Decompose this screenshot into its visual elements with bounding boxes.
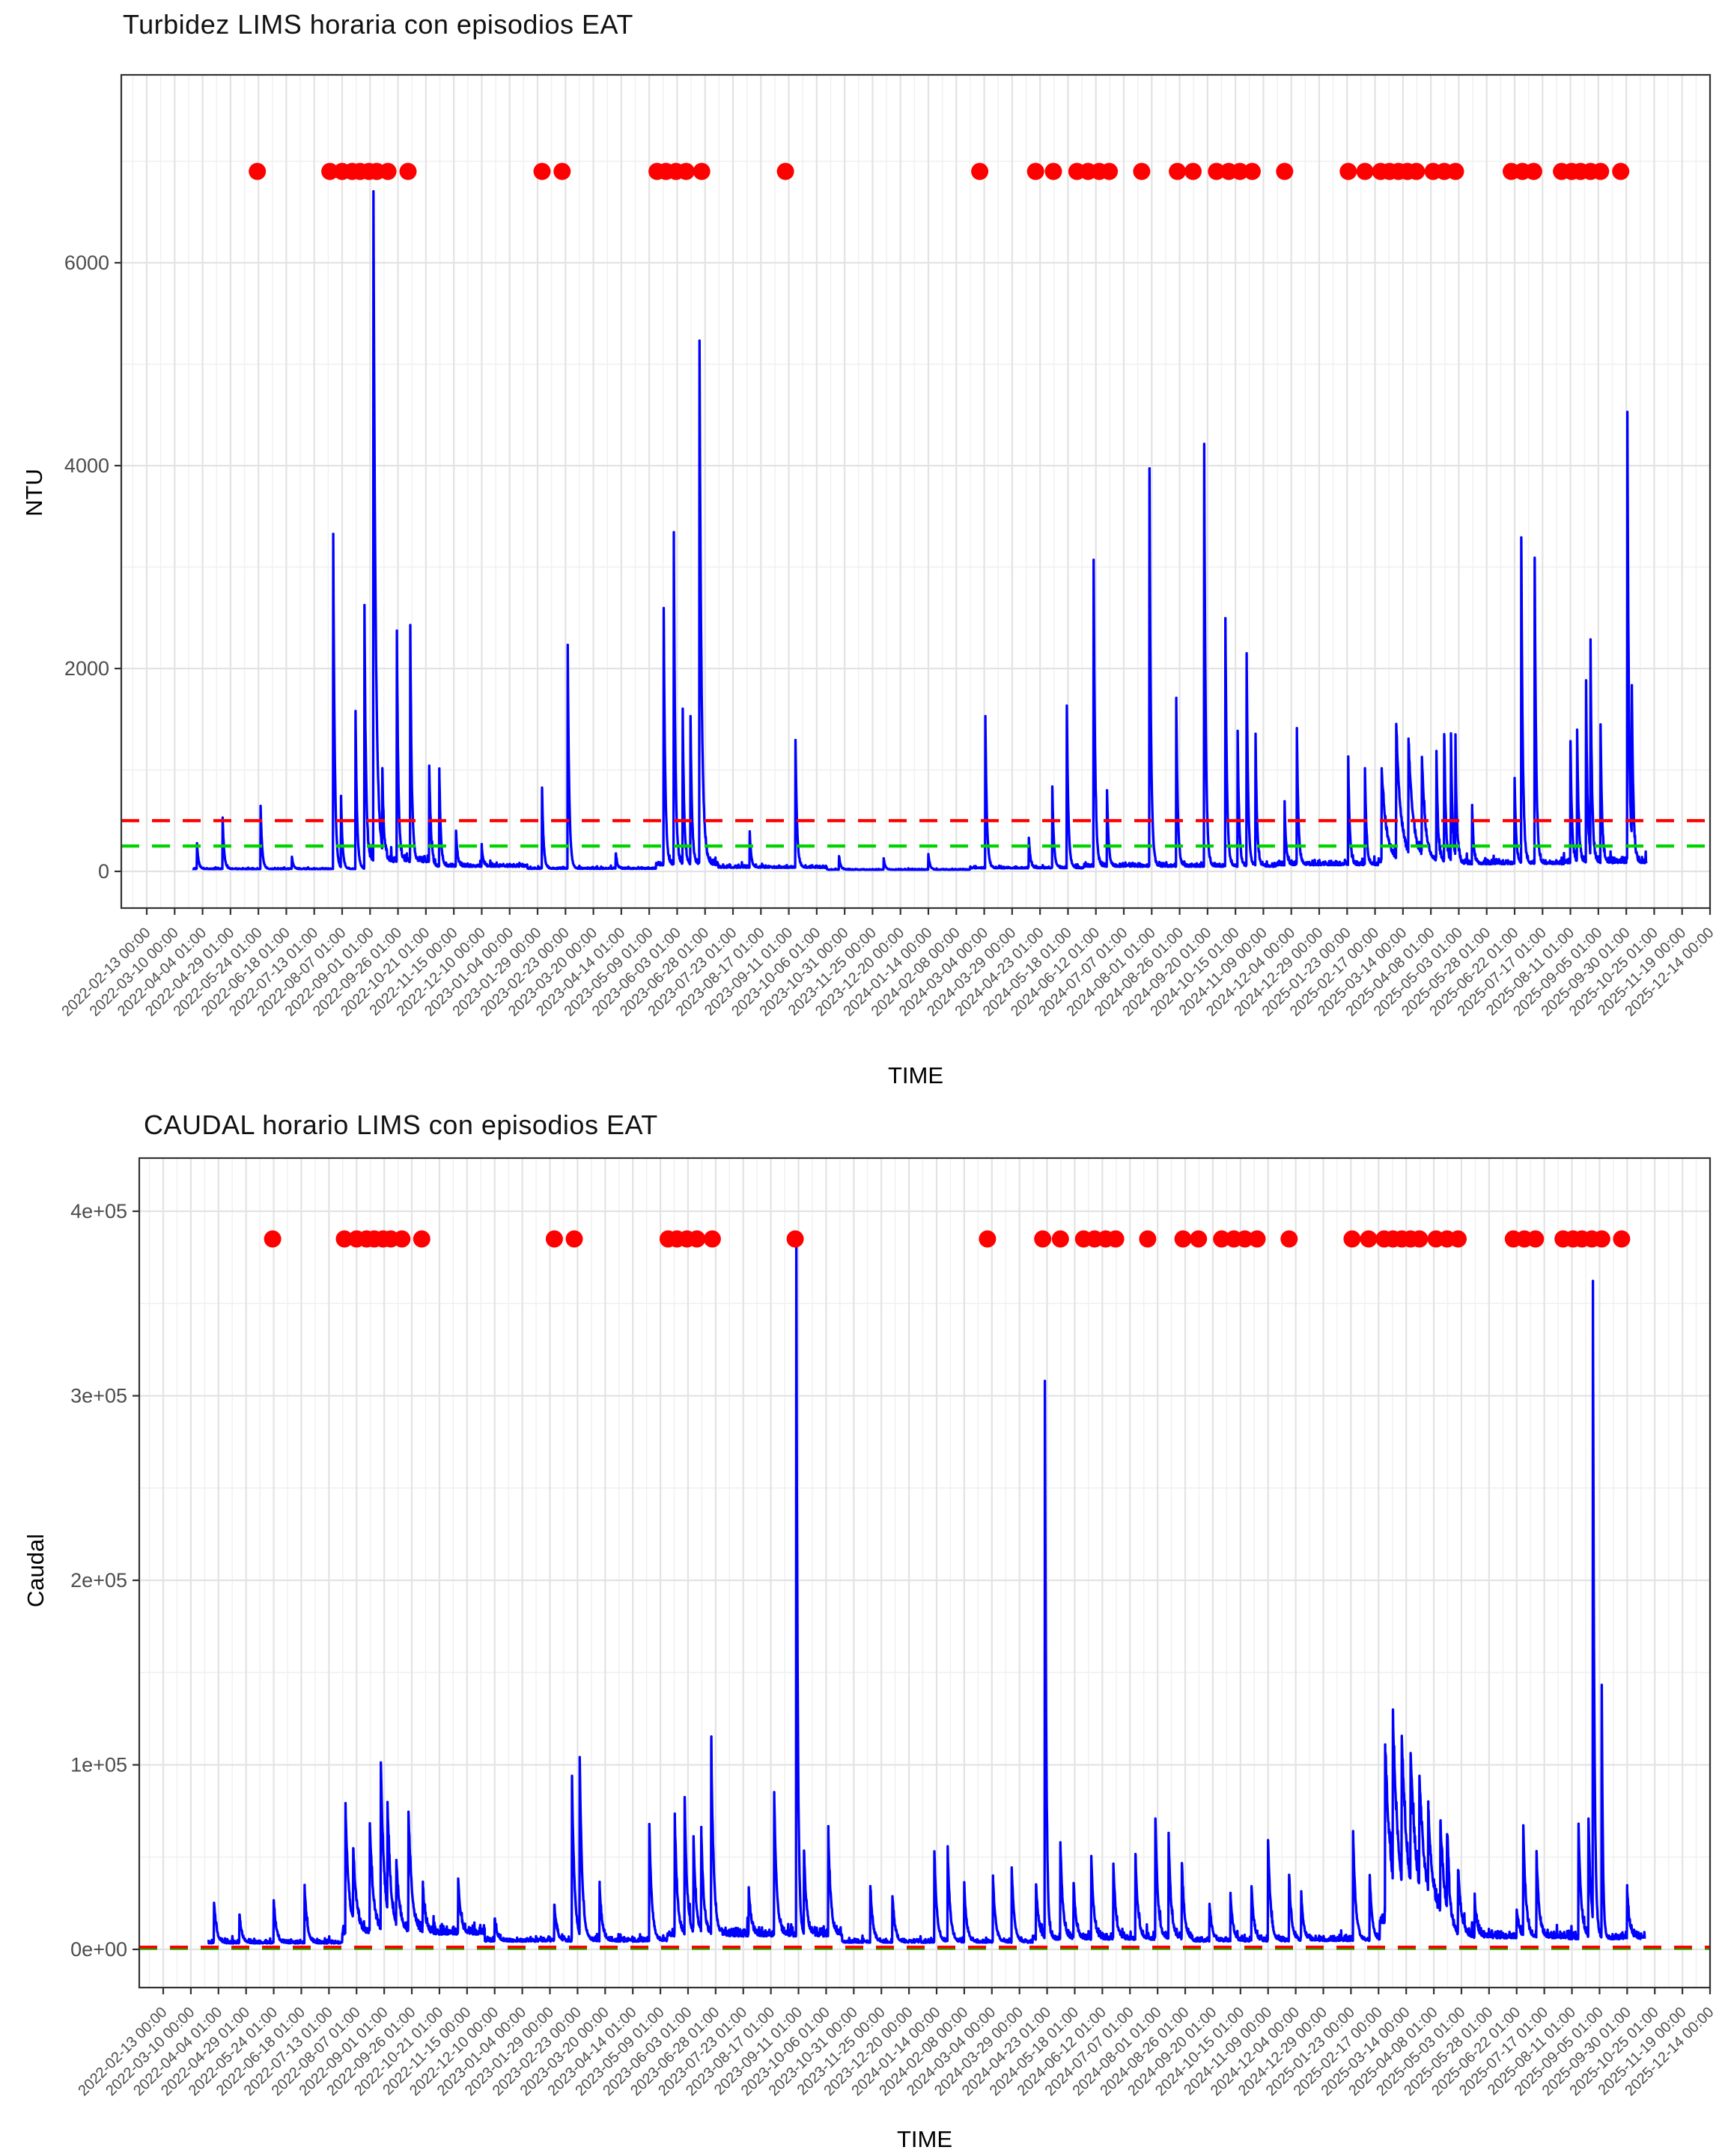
episode-dot <box>1044 162 1062 180</box>
episode-dot <box>677 162 695 180</box>
episode-dot <box>1449 1230 1467 1248</box>
episode-dot <box>1280 1230 1298 1248</box>
episode-dot <box>693 162 711 180</box>
y-tick-label: 2e+05 <box>70 1569 127 1592</box>
episode-dot <box>399 162 417 180</box>
episode-dot <box>1139 1230 1157 1248</box>
episode-dot <box>1208 162 1226 180</box>
episode-dot <box>533 162 551 180</box>
episode-dot <box>565 1230 583 1248</box>
y-tick-label: 0e+00 <box>70 1938 127 1961</box>
episode-dot <box>1051 1230 1069 1248</box>
y-tick-label: 4000 <box>64 454 109 477</box>
episode-dot <box>335 1230 353 1248</box>
turbidity-chart-title: Turbidez LIMS horaria con episodios EAT <box>123 9 633 40</box>
episode-dot <box>1107 1230 1125 1248</box>
panel-background <box>139 1158 1710 1988</box>
episode-dot <box>1026 162 1044 180</box>
x-axis-title: TIME <box>897 2126 952 2152</box>
episode-dot <box>1034 1230 1052 1248</box>
y-tick-label: 1e+05 <box>70 1754 127 1776</box>
episode-dot <box>1133 162 1151 180</box>
episode-dot <box>1213 1230 1231 1248</box>
episode-dot <box>1524 162 1542 180</box>
series-line <box>191 189 1648 871</box>
episode-dot <box>1411 1230 1429 1248</box>
episode-dot <box>703 1230 721 1248</box>
episode-dot <box>1446 162 1464 180</box>
episode-dot <box>321 162 339 180</box>
episode-dot <box>786 1230 804 1248</box>
episode-dot <box>1339 162 1357 180</box>
y-tick-label: 0 <box>98 860 109 883</box>
episode-dot <box>545 1230 563 1248</box>
y-tick-label: 6000 <box>64 252 109 274</box>
y-tick-label: 2000 <box>64 657 109 680</box>
episode-dot <box>776 162 794 180</box>
episode-dot <box>688 1230 706 1248</box>
episode-dot <box>379 162 397 180</box>
episode-dot <box>1356 162 1374 180</box>
episode-dot <box>1527 1230 1545 1248</box>
episode-dot <box>979 1230 997 1248</box>
y-tick-label: 3e+05 <box>70 1385 127 1407</box>
episode-dot <box>413 1230 431 1248</box>
episode-dot <box>1248 1230 1266 1248</box>
episode-dot <box>393 1230 411 1248</box>
episode-dot <box>1169 162 1187 180</box>
episode-dot <box>1276 162 1294 180</box>
episode-dot <box>1613 1230 1631 1248</box>
caudal-chart-title: CAUDAL horario LIMS con episodios EAT <box>144 1109 658 1140</box>
episode-dot <box>1592 1230 1610 1248</box>
episode-dot <box>1360 1230 1378 1248</box>
episode-dot <box>1174 1230 1192 1248</box>
y-tick-label: 4e+05 <box>70 1200 127 1222</box>
episode-dot <box>1236 1230 1254 1248</box>
series-line <box>207 1234 1646 1945</box>
panel-background <box>121 75 1710 908</box>
episode-dot <box>264 1230 282 1248</box>
episode-dot <box>1343 1230 1361 1248</box>
episode-dot <box>553 162 571 180</box>
panel-border <box>120 73 1712 910</box>
episode-dot <box>1408 162 1426 180</box>
episode-dot <box>1101 162 1119 180</box>
panel-border <box>138 1157 1712 1989</box>
episode-dot <box>1612 162 1630 180</box>
episode-dot <box>1184 162 1202 180</box>
x-axis-title: TIME <box>888 1062 943 1088</box>
episode-dot <box>1244 162 1261 180</box>
episode-dot <box>249 162 267 180</box>
episode-dot <box>1592 162 1610 180</box>
episode-dot <box>1190 1230 1208 1248</box>
episode-dot <box>971 162 989 180</box>
episode-dot <box>1231 162 1249 180</box>
